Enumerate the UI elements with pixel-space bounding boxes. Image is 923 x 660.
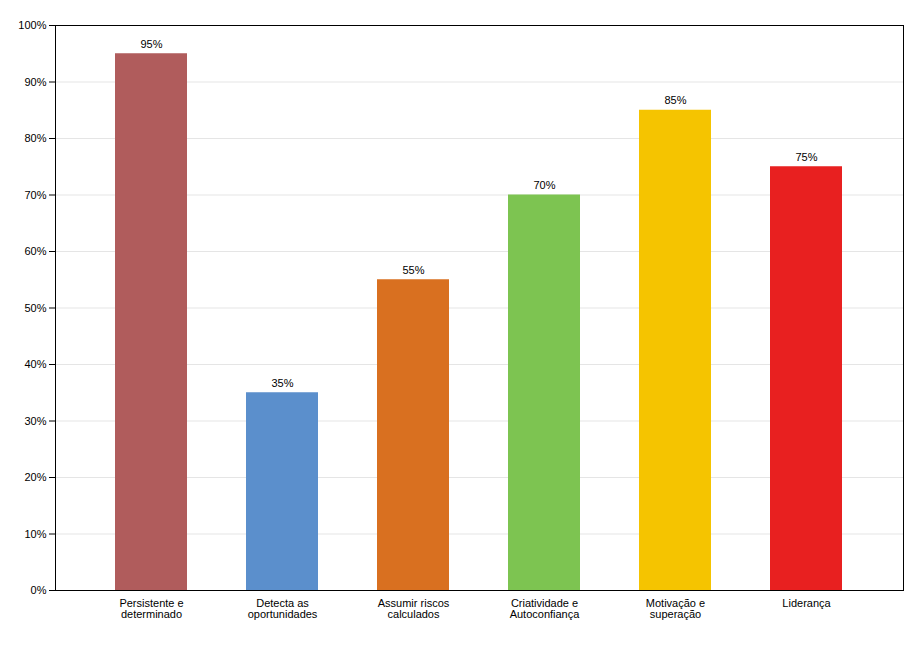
svg-text:Liderança: Liderança: [782, 597, 831, 609]
svg-text:10%: 10%: [24, 528, 46, 540]
svg-text:85%: 85%: [664, 94, 686, 106]
svg-text:75%: 75%: [795, 151, 817, 163]
svg-text:100%: 100%: [18, 19, 46, 31]
svg-text:Detecta asoportunidades: Detecta asoportunidades: [248, 597, 318, 620]
svg-text:35%: 35%: [271, 377, 293, 389]
svg-text:Motivação esuperação: Motivação esuperação: [646, 597, 705, 620]
svg-text:55%: 55%: [402, 264, 424, 276]
svg-text:90%: 90%: [24, 76, 46, 88]
svg-text:0%: 0%: [31, 584, 47, 596]
svg-text:40%: 40%: [24, 358, 46, 370]
svg-text:50%: 50%: [24, 302, 46, 314]
svg-text:30%: 30%: [24, 415, 46, 427]
svg-text:80%: 80%: [24, 132, 46, 144]
svg-text:Persistente edeterminado: Persistente edeterminado: [119, 597, 183, 620]
svg-text:70%: 70%: [24, 189, 46, 201]
svg-text:70%: 70%: [533, 179, 555, 191]
svg-text:Assumir riscoscalculados: Assumir riscoscalculados: [378, 597, 450, 620]
svg-text:20%: 20%: [24, 471, 46, 483]
svg-text:Criatividade eAutoconfiança: Criatividade eAutoconfiança: [510, 597, 581, 620]
svg-text:60%: 60%: [24, 245, 46, 257]
svg-text:95%: 95%: [140, 38, 162, 50]
